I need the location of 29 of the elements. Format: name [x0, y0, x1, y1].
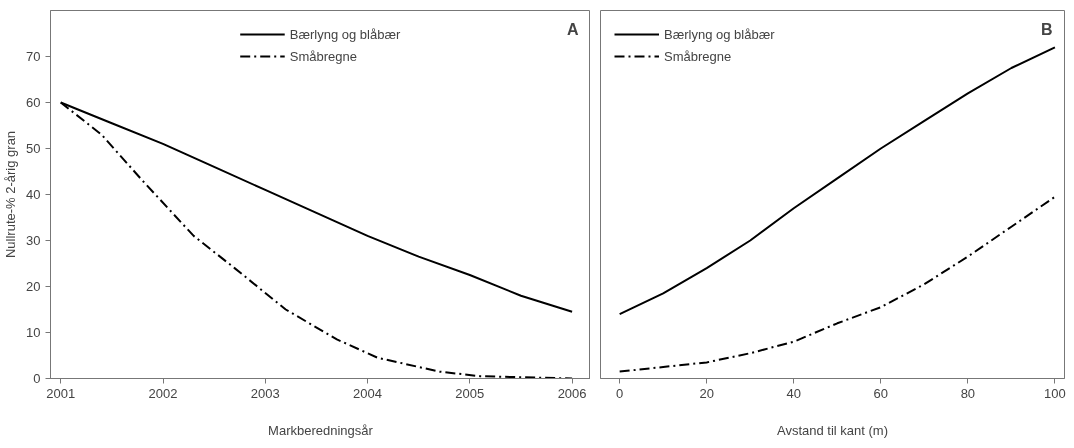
legend-label: Småbregne	[664, 48, 732, 64]
x-tick-label: 60	[873, 385, 889, 401]
x-tick-label: 80	[960, 385, 976, 401]
y-axis-title: Nullrute-% 2-årig gran	[3, 130, 19, 259]
y-tick-label: 0	[33, 371, 41, 386]
y-tick-label: 40	[26, 187, 41, 202]
x-tick-label: 100	[1044, 385, 1066, 401]
y-tick-label: 50	[26, 141, 41, 156]
x-tick-label: 40	[786, 385, 801, 401]
x-axis-title: Avstand til kant (m)	[776, 422, 889, 438]
y-tick-label: 20	[26, 279, 41, 294]
x-tick-label: 2006	[557, 385, 587, 401]
y-tick-label: 30	[26, 233, 41, 248]
x-tick-label: 2005	[455, 385, 485, 401]
y-tick-label: 70	[26, 49, 41, 64]
legend-label: Småbregne	[289, 48, 357, 64]
legend-label: Bærlyng og blåbær	[289, 26, 401, 42]
x-axis-title: Markberedningsår	[268, 422, 374, 438]
text: A	[566, 20, 579, 38]
x-tick-label: 2003	[250, 385, 280, 401]
legend-label: Bærlyng og blåbær	[664, 26, 775, 42]
y-tick-label: 60	[26, 95, 41, 110]
x-tick-label: 0	[616, 385, 624, 401]
x-tick-label: 2001	[46, 385, 76, 401]
x-tick-label: 2002	[148, 385, 178, 401]
x-tick-label: 2004	[353, 385, 383, 401]
text: B	[1040, 20, 1053, 38]
y-tick-label: 10	[26, 325, 41, 340]
x-tick-label: 20	[699, 385, 714, 401]
